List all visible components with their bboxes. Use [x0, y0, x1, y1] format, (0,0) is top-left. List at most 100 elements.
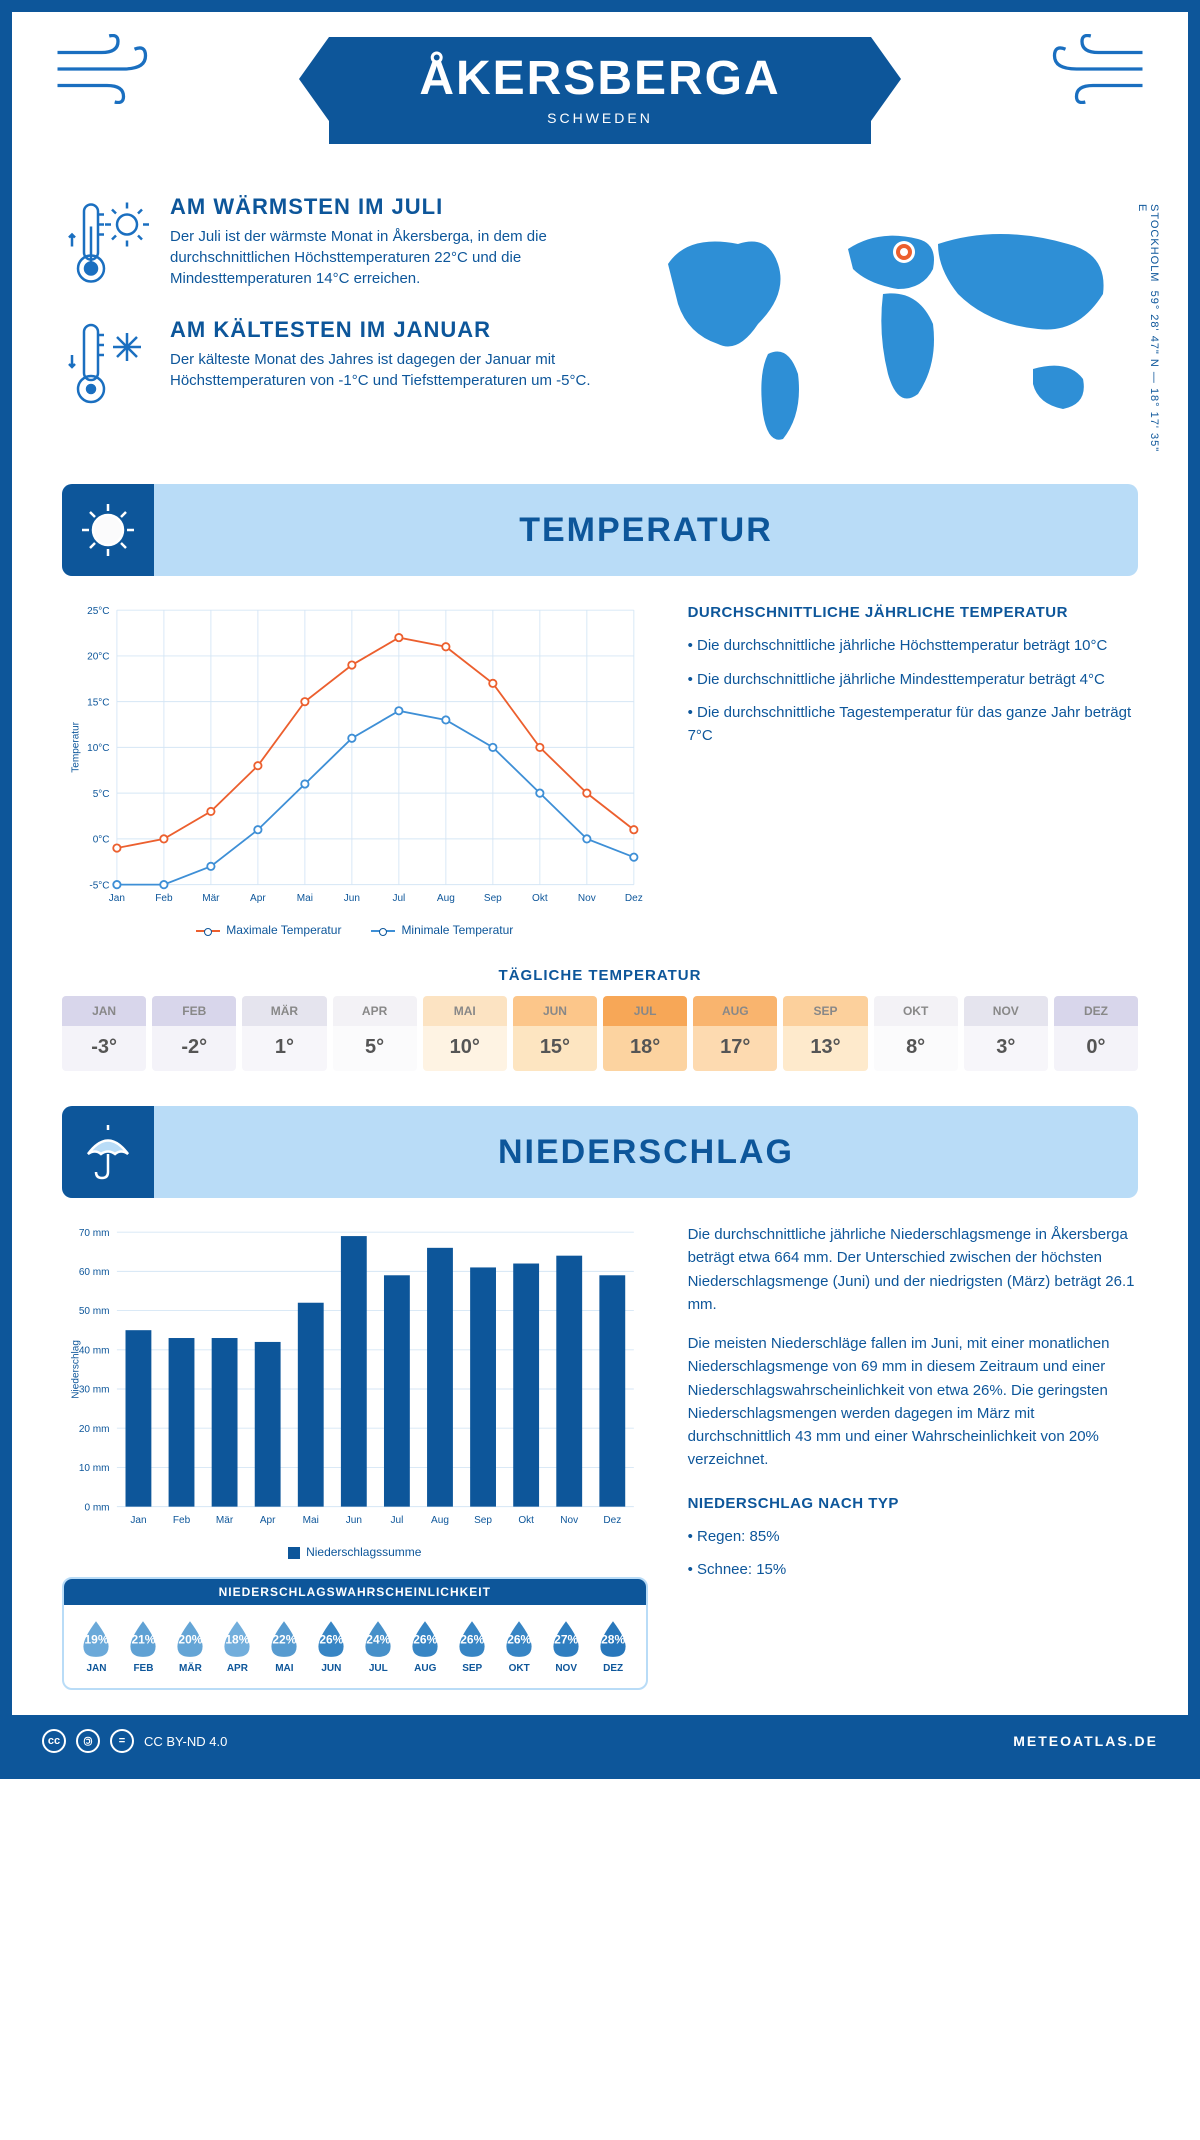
coldest-text: Der kälteste Monat des Jahres ist dagege…	[170, 349, 608, 391]
svg-text:Sep: Sep	[484, 893, 502, 904]
coords-label: STOCKHOLM	[1148, 204, 1160, 282]
prob-drop: 28%DEZ	[591, 1617, 636, 1674]
thermometer-snow-icon	[62, 317, 152, 407]
daily-cell: APR5°	[333, 996, 417, 1071]
svg-text:Jul: Jul	[392, 893, 405, 904]
cc-icon: cc	[42, 1729, 66, 1753]
svg-text:Aug: Aug	[431, 1515, 449, 1526]
svg-text:5°C: 5°C	[93, 789, 110, 800]
svg-text:Mai: Mai	[297, 893, 313, 904]
svg-text:Mai: Mai	[303, 1515, 319, 1526]
svg-text:25°C: 25°C	[87, 606, 109, 617]
svg-text:20°C: 20°C	[87, 652, 109, 663]
warmest-block: AM WÄRMSTEN IM JULI Der Juli ist der wär…	[62, 194, 608, 289]
coldest-heading: AM KÄLTESTEN IM JANUAR	[170, 317, 608, 343]
cc-nd-icon: =	[110, 1729, 134, 1753]
thermometer-sun-icon	[62, 194, 152, 289]
svg-text:Mär: Mär	[216, 1515, 234, 1526]
svg-text:Sep: Sep	[474, 1515, 492, 1526]
header: ÅKERSBERGA SCHWEDEN	[12, 12, 1188, 154]
prob-drop: 27%NOV	[544, 1617, 589, 1674]
temperature-section-header: TEMPERATUR	[62, 484, 1138, 576]
svg-text:50 mm: 50 mm	[79, 1306, 110, 1317]
svg-text:Jan: Jan	[130, 1515, 146, 1526]
svg-text:Aug: Aug	[437, 893, 455, 904]
site-name: METEOATLAS.DE	[1013, 1733, 1158, 1749]
prob-drop: 26%AUG	[403, 1617, 448, 1674]
daily-cell: MAI10°	[423, 996, 507, 1071]
warmest-heading: AM WÄRMSTEN IM JULI	[170, 194, 608, 220]
svg-text:Feb: Feb	[173, 1515, 191, 1526]
temp-legend: Maximale Temperatur Minimale Temperatur	[62, 923, 648, 937]
prob-title: NIEDERSCHLAGSWAHRSCHEINLICHKEIT	[64, 1579, 646, 1605]
temp-stats-title: DURCHSCHNITTLICHE JÄHRLICHE TEMPERATUR	[688, 601, 1138, 624]
svg-text:Okt: Okt	[532, 893, 548, 904]
daily-cell: DEZ0°	[1054, 996, 1138, 1071]
daily-temp-title: TÄGLICHE TEMPERATUR	[62, 967, 1138, 984]
footer: cc 🄯 = CC BY-ND 4.0 METEOATLAS.DE	[12, 1715, 1188, 1767]
svg-text:70 mm: 70 mm	[79, 1228, 110, 1239]
temperature-chart: -5°C 0°C 5°C 10°C 15°C 20°C 25°C Jan Feb Mär Apr Ma…	[62, 601, 648, 912]
prob-drop: 26%OKT	[497, 1617, 542, 1674]
svg-text:Jan: Jan	[109, 893, 125, 904]
title-ribbon: ÅKERSBERGA SCHWEDEN	[329, 37, 870, 144]
svg-text:Nov: Nov	[560, 1515, 578, 1526]
location-subtitle: SCHWEDEN	[419, 110, 780, 126]
license: cc 🄯 = CC BY-ND 4.0	[42, 1729, 227, 1753]
prob-drop: 20%MÄR	[168, 1617, 213, 1674]
precipitation-chart: 0 mm 10 mm 20 mm 30 mm 40 mm 50 mm 60 mm 70 mm J…	[62, 1223, 648, 1534]
svg-text:Apr: Apr	[260, 1515, 276, 1526]
warmest-text: Der Juli ist der wärmste Monat in Åkersb…	[170, 226, 608, 289]
svg-text:Dez: Dez	[603, 1515, 621, 1526]
svg-text:Mär: Mär	[202, 893, 220, 904]
svg-text:10 mm: 10 mm	[79, 1463, 110, 1474]
svg-text:Okt: Okt	[518, 1515, 534, 1526]
svg-text:Jul: Jul	[390, 1515, 403, 1526]
daily-cell: JUN15°	[513, 996, 597, 1071]
daily-cell: NOV3°	[964, 996, 1048, 1071]
daily-cell: FEB-2°	[152, 996, 236, 1071]
precipitation-title: NIEDERSCHLAG	[154, 1133, 1138, 1172]
svg-text:Feb: Feb	[155, 893, 173, 904]
daily-cell: MÄR1°	[242, 996, 326, 1071]
cc-by-icon: 🄯	[76, 1729, 100, 1753]
svg-text:0 mm: 0 mm	[84, 1502, 109, 1513]
daily-temp-grid: JAN-3°FEB-2°MÄR1°APR5°MAI10°JUN15°JUL18°…	[62, 996, 1138, 1071]
sun-icon	[78, 500, 138, 560]
precip-text-2: Die meisten Niederschläge fallen im Juni…	[688, 1332, 1138, 1472]
daily-cell: AUG17°	[693, 996, 777, 1071]
svg-text:10°C: 10°C	[87, 743, 109, 754]
world-map-svg	[638, 194, 1138, 454]
svg-text:60 mm: 60 mm	[79, 1267, 110, 1278]
svg-text:30 mm: 30 mm	[79, 1385, 110, 1396]
daily-cell: OKT8°	[874, 996, 958, 1071]
svg-text:Jun: Jun	[346, 1515, 362, 1526]
svg-text:15°C: 15°C	[87, 697, 109, 708]
prob-drop: 21%FEB	[121, 1617, 166, 1674]
location-title: ÅKERSBERGA	[419, 51, 780, 106]
wind-icon	[52, 34, 162, 104]
temperature-title: TEMPERATUR	[154, 511, 1138, 550]
daily-cell: SEP13°	[783, 996, 867, 1071]
svg-text:Apr: Apr	[250, 893, 266, 904]
world-map: STOCKHOLM 59° 28' 47" N — 18° 17' 35" E	[638, 194, 1138, 459]
svg-text:Temperatur: Temperatur	[70, 721, 81, 772]
prob-drop: 24%JUL	[356, 1617, 401, 1674]
svg-text:20 mm: 20 mm	[79, 1424, 110, 1435]
svg-text:Niederschlag: Niederschlag	[70, 1340, 81, 1399]
prob-drop: 19%JAN	[74, 1617, 119, 1674]
svg-text:-5°C: -5°C	[89, 880, 109, 891]
svg-text:Dez: Dez	[625, 893, 643, 904]
prob-drop: 26%JUN	[309, 1617, 354, 1674]
daily-cell: JUL18°	[603, 996, 687, 1071]
daily-cell: JAN-3°	[62, 996, 146, 1071]
prob-drop: 22%MAI	[262, 1617, 307, 1674]
coldest-block: AM KÄLTESTEN IM JANUAR Der kälteste Mona…	[62, 317, 608, 407]
precipitation-probability-box: NIEDERSCHLAGSWAHRSCHEINLICHKEIT 19%JAN21…	[62, 1577, 648, 1690]
precip-type-title: NIEDERSCHLAG NACH TYP	[688, 1492, 1138, 1515]
svg-text:0°C: 0°C	[93, 835, 110, 846]
prob-drop: 18%APR	[215, 1617, 260, 1674]
precip-legend: Niederschlagssumme	[62, 1545, 648, 1559]
wind-icon	[1038, 34, 1148, 104]
svg-text:40 mm: 40 mm	[79, 1346, 110, 1357]
